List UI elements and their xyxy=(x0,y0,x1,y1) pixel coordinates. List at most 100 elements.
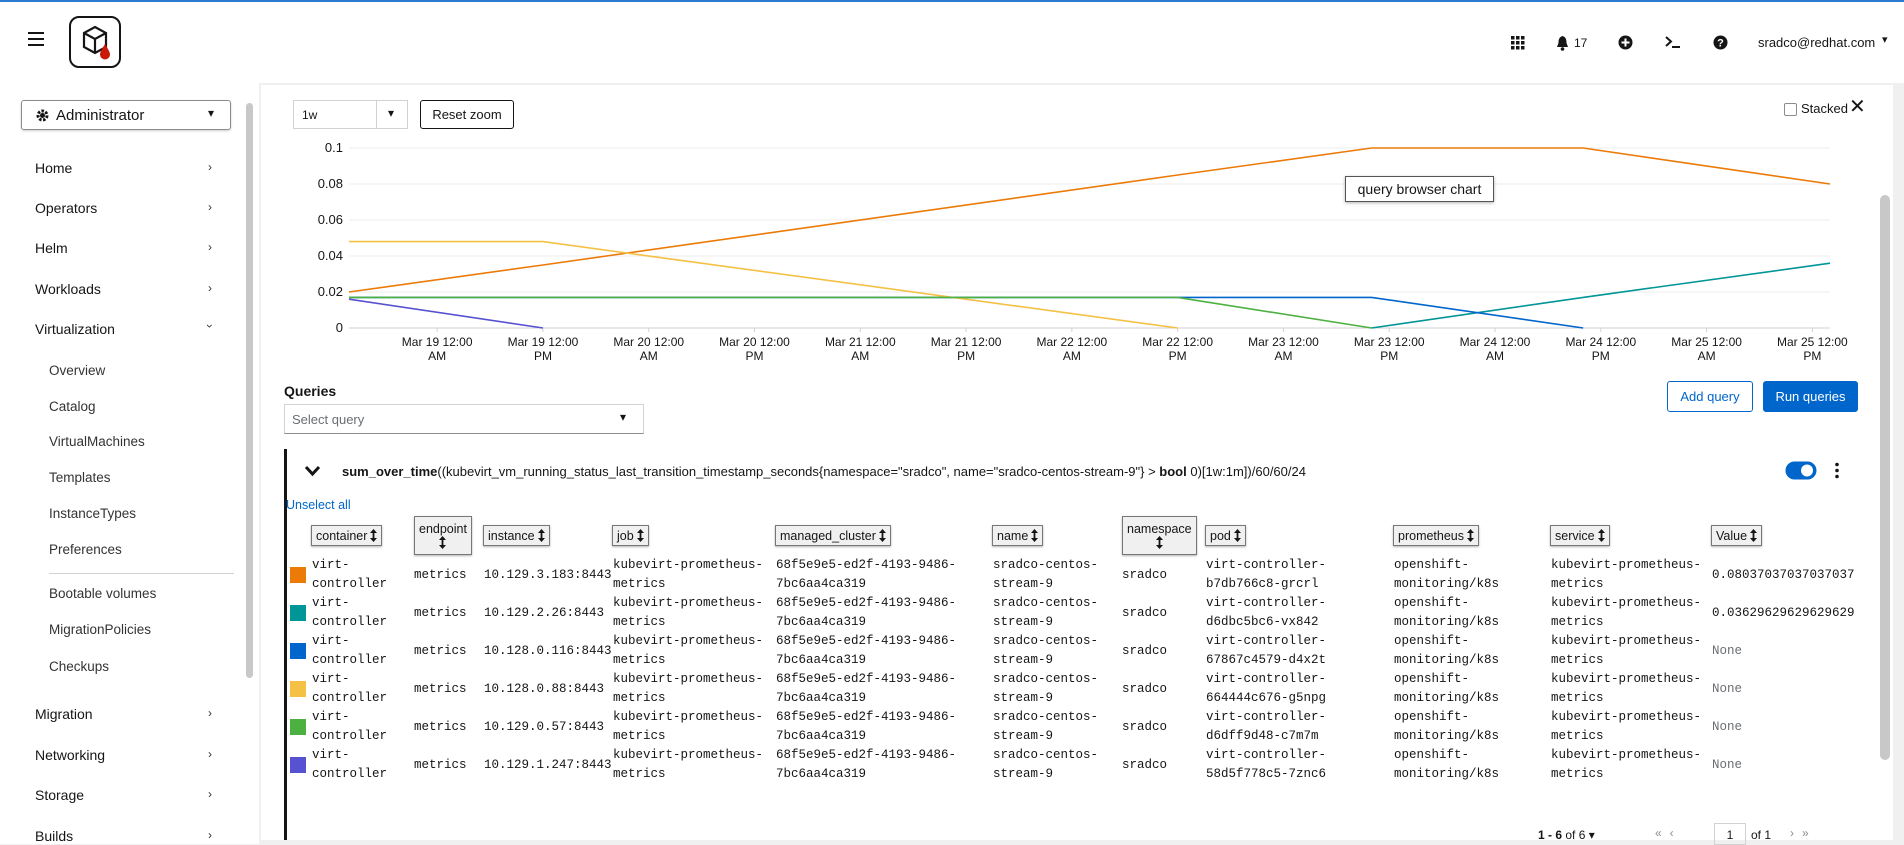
column-header-label: endpoint xyxy=(419,522,467,536)
run-queries-button[interactable]: Run queries xyxy=(1763,381,1858,412)
series-swatch[interactable] xyxy=(290,757,306,773)
table-cell: kubevirt-prometheus-metrics xyxy=(613,596,764,629)
nav-subitem[interactable]: Bootable volumes xyxy=(49,586,157,601)
series-swatch[interactable] xyxy=(290,681,306,697)
expand-toggle[interactable] xyxy=(304,465,321,477)
nav-item[interactable]: Operators xyxy=(35,200,98,216)
range-select[interactable]: 1w ▾ xyxy=(293,100,408,129)
table-cell: None xyxy=(1712,719,1743,734)
series-swatch[interactable] xyxy=(290,719,306,735)
table-cell: metrics xyxy=(414,681,467,696)
series-swatch[interactable] xyxy=(290,605,306,621)
table-cell: 10.129.0.57:8443 xyxy=(484,719,605,734)
close-button[interactable]: ✕ xyxy=(1849,96,1866,118)
column-header[interactable]: instance xyxy=(483,525,550,546)
menu-toggle[interactable] xyxy=(28,32,44,46)
help-icon[interactable]: ? xyxy=(1713,35,1728,50)
scrollbar[interactable] xyxy=(1880,195,1890,760)
sort-icon xyxy=(1597,529,1605,542)
nav-subitem[interactable]: Templates xyxy=(49,470,111,485)
nav-item[interactable]: Workloads xyxy=(35,281,101,297)
user-menu[interactable]: sradco@redhat.com xyxy=(1758,35,1876,50)
table-cell: sradco-centos-stream-9 xyxy=(993,634,1099,667)
unselect-all-link[interactable]: Unselect all xyxy=(286,498,351,512)
nav-subitem[interactable]: VirtualMachines xyxy=(49,434,145,449)
x-tick-label: Mar 24 12:00 PM xyxy=(1565,335,1637,363)
column-header[interactable]: pod xyxy=(1205,525,1246,546)
kebab-menu[interactable] xyxy=(1834,462,1840,479)
gear-icon xyxy=(36,109,49,122)
x-tick-label: Mar 24 12:00 AM xyxy=(1459,335,1531,363)
nav-chevron: › xyxy=(208,160,212,174)
add-icon[interactable] xyxy=(1618,35,1633,50)
x-tick-label: Mar 23 12:00 PM xyxy=(1353,335,1425,363)
column-header[interactable]: endpoint xyxy=(414,516,472,555)
column-header-label: name xyxy=(997,528,1029,543)
logo[interactable] xyxy=(69,16,121,68)
nav-subitem[interactable]: Catalog xyxy=(49,399,96,414)
nav-item[interactable]: Helm xyxy=(35,240,68,256)
series-swatch[interactable] xyxy=(290,643,306,659)
table-cell: 10.129.1.247:8443 xyxy=(484,757,612,772)
scrollbar[interactable] xyxy=(246,103,253,678)
column-header-label: service xyxy=(1555,528,1595,543)
nav-divider xyxy=(49,573,234,574)
table-cell: sradco xyxy=(1122,567,1168,582)
nav-subitem[interactable]: MigrationPolicies xyxy=(49,622,152,637)
query-select[interactable]: Select query ▾ xyxy=(284,404,644,434)
column-header[interactable]: name xyxy=(992,525,1044,546)
notification-count[interactable]: 17 xyxy=(1574,36,1588,50)
nav-chevron: › xyxy=(208,281,212,295)
pagination-nav[interactable]: ›» xyxy=(1790,826,1817,840)
nav-item[interactable]: Virtualization xyxy=(35,321,115,337)
pagination-total: of 6 xyxy=(1565,828,1586,842)
y-tick-label: 0.08 xyxy=(317,176,343,191)
column-header[interactable]: service xyxy=(1550,525,1610,546)
table-cell: 10.128.0.88:8443 xyxy=(484,681,605,696)
table-cell: virt-controller xyxy=(312,558,388,591)
table-cell: 10.128.0.116:8443 xyxy=(484,643,612,658)
y-tick-label: 0.06 xyxy=(317,212,343,227)
y-tick-label: 0 xyxy=(335,320,343,335)
nav-chevron: › xyxy=(208,747,212,761)
nav-item[interactable]: Home xyxy=(35,160,73,176)
column-header[interactable]: managed_cluster xyxy=(775,525,891,546)
notifications-icon[interactable] xyxy=(1556,36,1569,51)
column-header-label: namespace xyxy=(1127,522,1192,536)
nav-subitem[interactable]: Checkups xyxy=(49,659,110,674)
page-input[interactable]: 1 xyxy=(1714,823,1746,845)
series-swatch[interactable] xyxy=(290,567,306,583)
stacked-checkbox[interactable] xyxy=(1784,103,1797,116)
terminal-icon[interactable] xyxy=(1665,36,1681,49)
column-header[interactable]: namespace xyxy=(1122,516,1197,555)
nav-subitem[interactable]: Preferences xyxy=(49,542,122,557)
table-cell: virt-controller xyxy=(312,710,388,743)
query-placeholder: Select query xyxy=(292,412,365,427)
apps-icon[interactable] xyxy=(1511,36,1525,50)
table-cell: kubevirt-prometheus-metrics xyxy=(1551,748,1702,781)
column-header[interactable]: container xyxy=(311,525,383,546)
query-toggle[interactable] xyxy=(1785,461,1817,480)
stacked-label[interactable]: Stacked xyxy=(1801,101,1848,116)
nav-item[interactable]: Networking xyxy=(35,747,106,763)
nav-item[interactable]: Storage xyxy=(35,787,85,803)
pagination-nav[interactable]: «‹ xyxy=(1655,826,1682,840)
queries-title: Queries xyxy=(284,383,337,399)
x-tick-label: Mar 20 12:00 AM xyxy=(613,335,685,363)
table-cell: 0.03629629629629629 xyxy=(1712,605,1855,620)
nav-item[interactable]: Builds xyxy=(35,828,74,844)
nav-chevron: › xyxy=(208,828,212,842)
user-menu-caret[interactable]: ▾ xyxy=(1882,34,1888,46)
column-header[interactable]: prometheus xyxy=(1393,525,1480,546)
column-header[interactable]: Value xyxy=(1711,525,1763,546)
add-query-button[interactable]: Add query xyxy=(1667,381,1753,412)
nav-subitem[interactable]: Overview xyxy=(49,363,106,378)
nav-subitem[interactable]: InstanceTypes xyxy=(49,506,137,521)
nav-item[interactable]: Migration xyxy=(35,706,93,722)
column-header[interactable]: job xyxy=(612,525,649,546)
masthead: 17 ? sradco@redhat.com ▾ xyxy=(0,2,1904,83)
reset-zoom-button[interactable]: Reset zoom xyxy=(420,100,514,129)
perspective-switcher[interactable]: Administrator ▾ xyxy=(21,100,231,130)
table-cell: virt-controller-d6dff9d48-c7m7m xyxy=(1206,710,1327,743)
